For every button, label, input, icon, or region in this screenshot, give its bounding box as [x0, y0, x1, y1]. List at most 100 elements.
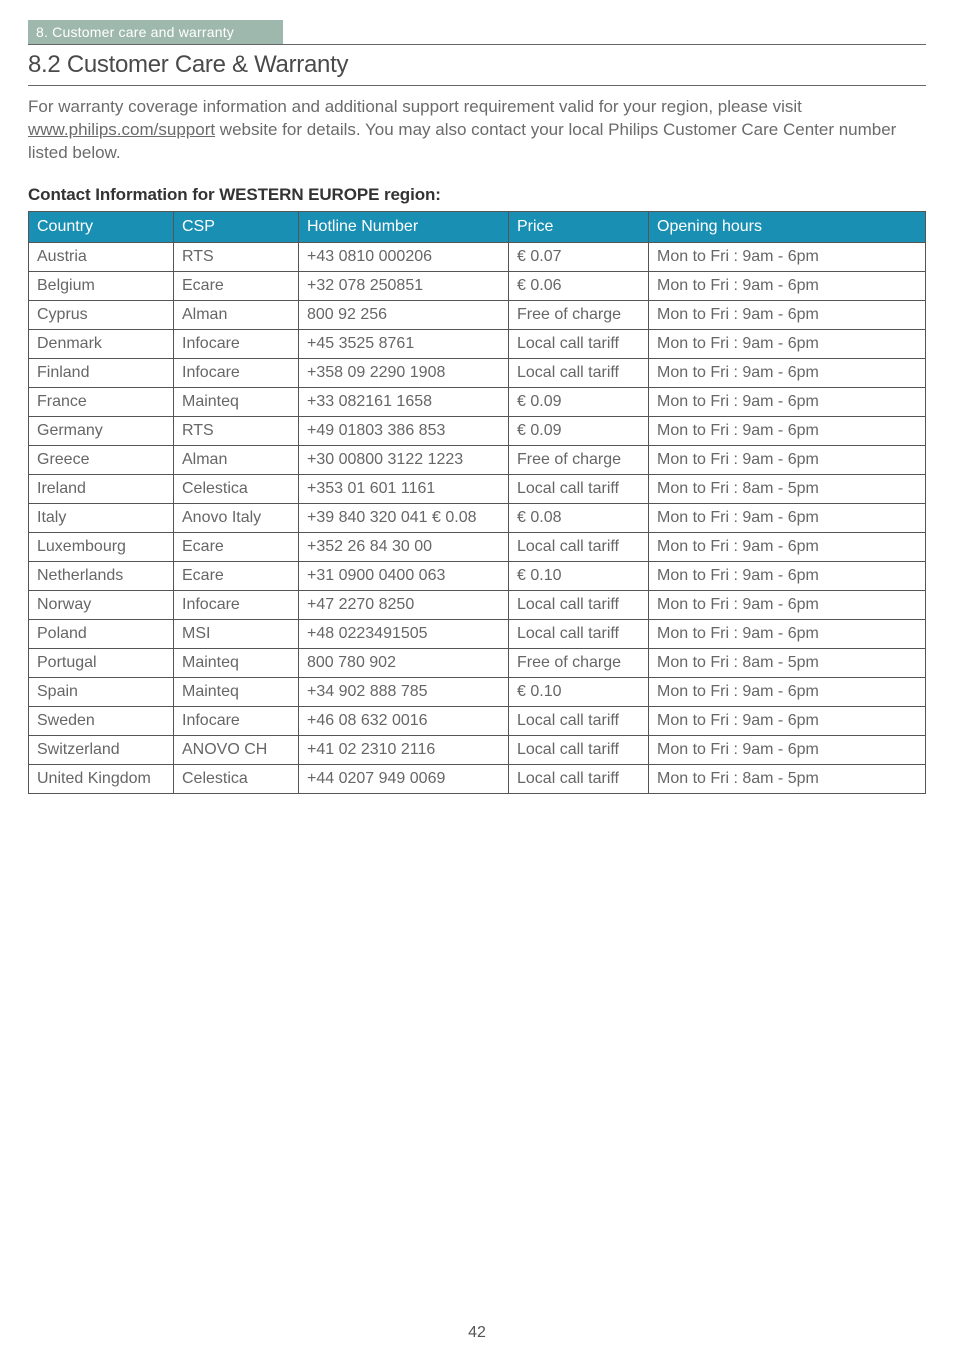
cell-hours: Mon to Fri : 9am - 6pm: [649, 271, 926, 300]
cell-price: € 0.10: [509, 561, 649, 590]
cell-hours: Mon to Fri : 9am - 6pm: [649, 242, 926, 271]
cell-country: Norway: [29, 590, 174, 619]
table-row: United KingdomCelestica+44 0207 949 0069…: [29, 764, 926, 793]
cell-hotline: +41 02 2310 2116: [299, 735, 509, 764]
cell-hotline: +358 09 2290 1908: [299, 358, 509, 387]
cell-country: Poland: [29, 619, 174, 648]
table-row: NetherlandsEcare+31 0900 0400 063€ 0.10M…: [29, 561, 926, 590]
cell-country: Switzerland: [29, 735, 174, 764]
cell-price: € 0.10: [509, 677, 649, 706]
cell-csp: Celestica: [174, 764, 299, 793]
cell-country: Portugal: [29, 648, 174, 677]
table-body: AustriaRTS+43 0810 000206€ 0.07Mon to Fr…: [29, 242, 926, 793]
table-header-row: Country CSP Hotline Number Price Opening…: [29, 211, 926, 242]
cell-hours: Mon to Fri : 9am - 6pm: [649, 503, 926, 532]
cell-country: Germany: [29, 416, 174, 445]
cell-hotline: +33 082161 1658: [299, 387, 509, 416]
cell-price: Free of charge: [509, 300, 649, 329]
cell-country: Luxembourg: [29, 532, 174, 561]
table-caption: Contact Information for WESTERN EUROPE r…: [28, 185, 926, 205]
table-row: FinlandInfocare+358 09 2290 1908Local ca…: [29, 358, 926, 387]
table-row: PortugalMainteq800 780 902Free of charge…: [29, 648, 926, 677]
section-title: 8.2 Customer Care & Warranty: [28, 51, 926, 85]
cell-csp: Mainteq: [174, 387, 299, 416]
cell-country: Greece: [29, 445, 174, 474]
header-divider: [28, 44, 926, 45]
cell-price: € 0.06: [509, 271, 649, 300]
cell-hotline: +43 0810 000206: [299, 242, 509, 271]
cell-country: Denmark: [29, 329, 174, 358]
intro-text-pre: For warranty coverage information and ad…: [28, 97, 802, 116]
cell-csp: Ecare: [174, 532, 299, 561]
table-row: CyprusAlman800 92 256Free of chargeMon t…: [29, 300, 926, 329]
cell-price: Local call tariff: [509, 532, 649, 561]
cell-price: Local call tariff: [509, 358, 649, 387]
cell-hotline: +46 08 632 0016: [299, 706, 509, 735]
cell-country: Spain: [29, 677, 174, 706]
cell-hours: Mon to Fri : 9am - 6pm: [649, 590, 926, 619]
cell-price: Local call tariff: [509, 474, 649, 503]
cell-country: Netherlands: [29, 561, 174, 590]
cell-hours: Mon to Fri : 9am - 6pm: [649, 561, 926, 590]
cell-hotline: +353 01 601 1161: [299, 474, 509, 503]
cell-csp: ANOVO CH: [174, 735, 299, 764]
cell-price: € 0.07: [509, 242, 649, 271]
table-row: NorwayInfocare+47 2270 8250Local call ta…: [29, 590, 926, 619]
cell-price: Local call tariff: [509, 735, 649, 764]
cell-hours: Mon to Fri : 9am - 6pm: [649, 735, 926, 764]
col-header-country: Country: [29, 211, 174, 242]
support-link[interactable]: www.philips.com/support: [28, 120, 215, 139]
page-number: 42: [0, 1324, 954, 1342]
cell-hotline: +47 2270 8250: [299, 590, 509, 619]
cell-price: € 0.09: [509, 387, 649, 416]
cell-hours: Mon to Fri : 9am - 6pm: [649, 387, 926, 416]
table-row: FranceMainteq+33 082161 1658€ 0.09Mon to…: [29, 387, 926, 416]
content-area: 8.2 Customer Care & Warranty For warrant…: [28, 51, 926, 794]
cell-price: € 0.09: [509, 416, 649, 445]
cell-hotline: +48 0223491505: [299, 619, 509, 648]
cell-csp: Mainteq: [174, 648, 299, 677]
cell-country: France: [29, 387, 174, 416]
table-row: SwedenInfocare+46 08 632 0016Local call …: [29, 706, 926, 735]
col-header-hours: Opening hours: [649, 211, 926, 242]
cell-hotline: +44 0207 949 0069: [299, 764, 509, 793]
cell-hotline: 800 780 902: [299, 648, 509, 677]
cell-csp: MSI: [174, 619, 299, 648]
cell-price: Local call tariff: [509, 619, 649, 648]
cell-hotline: +34 902 888 785: [299, 677, 509, 706]
cell-price: Free of charge: [509, 648, 649, 677]
cell-country: Cyprus: [29, 300, 174, 329]
cell-csp: Ecare: [174, 271, 299, 300]
cell-csp: Infocare: [174, 590, 299, 619]
table-row: DenmarkInfocare+45 3525 8761Local call t…: [29, 329, 926, 358]
chapter-header-bar: 8. Customer care and warranty: [28, 20, 283, 44]
cell-hotline: +31 0900 0400 063: [299, 561, 509, 590]
cell-country: Belgium: [29, 271, 174, 300]
cell-csp: Infocare: [174, 358, 299, 387]
table-row: SwitzerlandANOVO CH+41 02 2310 2116Local…: [29, 735, 926, 764]
col-header-price: Price: [509, 211, 649, 242]
cell-hours: Mon to Fri : 9am - 6pm: [649, 532, 926, 561]
cell-country: Austria: [29, 242, 174, 271]
cell-hours: Mon to Fri : 8am - 5pm: [649, 648, 926, 677]
cell-hotline: +45 3525 8761: [299, 329, 509, 358]
cell-csp: Mainteq: [174, 677, 299, 706]
cell-csp: RTS: [174, 242, 299, 271]
cell-csp: Celestica: [174, 474, 299, 503]
table-row: BelgiumEcare+32 078 250851€ 0.06Mon to F…: [29, 271, 926, 300]
cell-country: Italy: [29, 503, 174, 532]
cell-hours: Mon to Fri : 9am - 6pm: [649, 416, 926, 445]
cell-csp: Infocare: [174, 329, 299, 358]
cell-hotline: +49 01803 386 853: [299, 416, 509, 445]
cell-hotline: 800 92 256: [299, 300, 509, 329]
cell-price: Local call tariff: [509, 706, 649, 735]
cell-hotline: +32 078 250851: [299, 271, 509, 300]
cell-hotline: +30 00800 3122 1223: [299, 445, 509, 474]
table-row: ItalyAnovo Italy+39 840 320 041 € 0.08€ …: [29, 503, 926, 532]
cell-hours: Mon to Fri : 8am - 5pm: [649, 474, 926, 503]
cell-country: Finland: [29, 358, 174, 387]
contact-table: Country CSP Hotline Number Price Opening…: [28, 211, 926, 794]
cell-hours: Mon to Fri : 9am - 6pm: [649, 329, 926, 358]
cell-csp: Anovo Italy: [174, 503, 299, 532]
table-row: LuxembourgEcare+352 26 84 30 00Local cal…: [29, 532, 926, 561]
